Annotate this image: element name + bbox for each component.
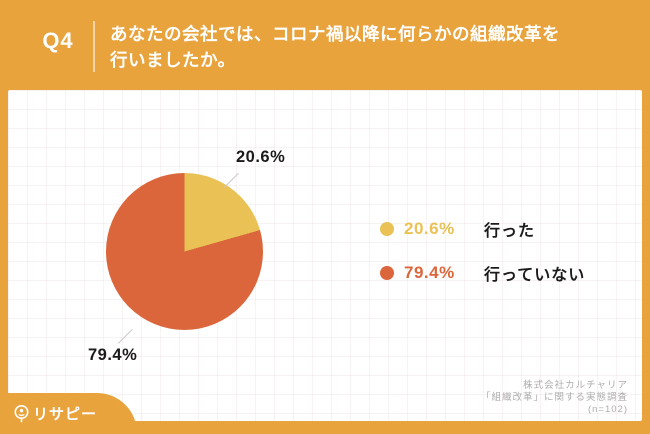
risapi-magnifier-icon xyxy=(14,405,29,423)
credit-line1: 株式会社カルチャリア xyxy=(523,380,628,391)
legend-dot-yellow-icon xyxy=(380,222,394,236)
pie-slice-label-orange: 79.4% xyxy=(88,346,138,364)
legend-label-okonatte-inai: 行っていない xyxy=(484,267,586,284)
question-header: Q4 あなたの会社では、コロナ禍以降に何らかの組織改革を 行いましたか。 xyxy=(0,0,650,90)
brand-logo: リサピー xyxy=(0,393,137,434)
content-panel xyxy=(8,90,642,421)
legend-dot-orange-icon xyxy=(380,266,394,280)
legend: 20.6% 行った 79.4% 行っていない xyxy=(380,218,585,306)
pie-slice-label-yellow: 20.6% xyxy=(236,148,286,166)
question-text: あなたの会社では、コロナ禍以降に何らかの組織改革を 行いましたか。 xyxy=(110,21,615,73)
question-text-line1: あなたの会社では、コロナ禍以降に何らかの組織改革を xyxy=(110,24,560,44)
credit-line2: 「組織改革」に関する実態調査 xyxy=(480,392,628,403)
header-divider xyxy=(93,21,95,72)
legend-label-yatta: 行った xyxy=(484,223,536,240)
legend-item-okonatte-inai: 79.4% 行っていない xyxy=(380,262,585,284)
survey-credit: 株式会社カルチャリア 「組織改革」に関する実態調査 (n=102) xyxy=(481,380,628,416)
credit-line3: (n=102) xyxy=(587,404,628,415)
legend-percent-yellow: 20.6% xyxy=(404,219,455,238)
legend-percent-orange: 79.4% xyxy=(404,263,455,282)
pie-chart xyxy=(106,173,263,330)
question-text-line2: 行いましたか。 xyxy=(110,50,236,70)
brand-logo-text: リサピー xyxy=(33,406,98,423)
question-number: Q4 xyxy=(42,28,74,53)
legend-item-yatta: 20.6% 行った xyxy=(380,218,585,240)
